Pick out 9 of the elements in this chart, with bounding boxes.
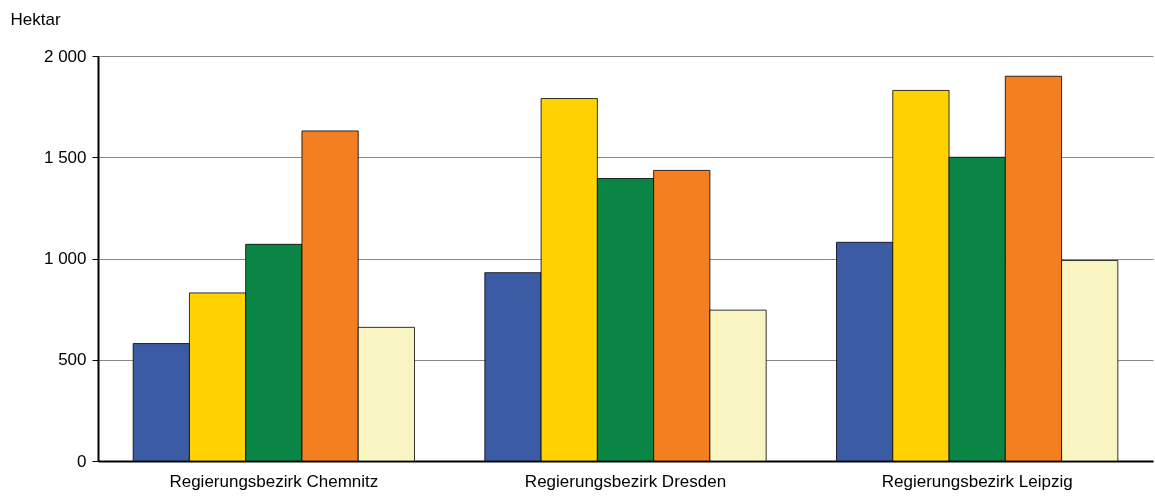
y-tick-label: 1 500 [43, 147, 87, 167]
y-tick-label: 1 000 [43, 249, 87, 268]
y-tick-label: 500 [58, 350, 87, 370]
y-axis-title: Hektar [10, 9, 61, 29]
y-tick-label: 0 [77, 451, 87, 471]
x-tick-label: Regierungsbezirk Chemnitz [169, 471, 379, 491]
x-tick-label: Regierungsbezirk Dresden [524, 471, 727, 491]
y-tick-label: 2 000 [43, 46, 87, 66]
x-tick-label: Regierungsbezirk Leipzig [881, 471, 1073, 491]
